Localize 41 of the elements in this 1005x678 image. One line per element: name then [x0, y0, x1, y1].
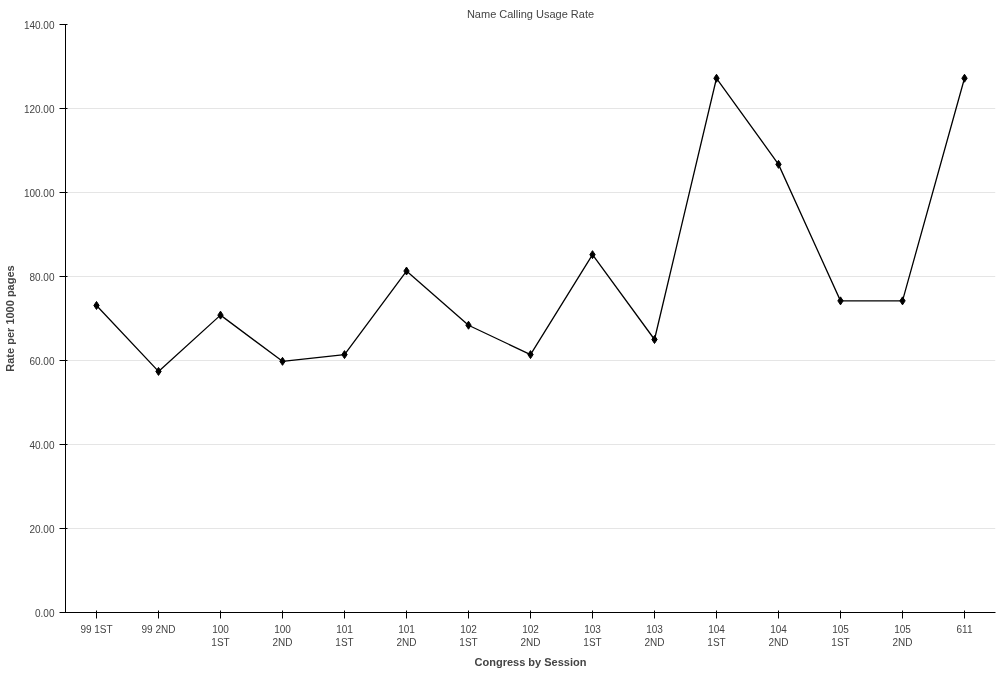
point: [775, 159, 782, 169]
y-tick-label: 40.00: [29, 439, 55, 451]
y-tick-label: 120.00: [23, 103, 55, 115]
x-tick-label: 103 2ND: [644, 623, 665, 648]
x-tick-label: 99 1ST: [80, 623, 113, 635]
y-tick-label: 100.00: [23, 187, 55, 199]
y-tick-label: 60.00: [29, 355, 55, 367]
x-tick-label: 102 1ST: [459, 623, 478, 648]
point: [527, 350, 534, 360]
y-tick-label: 80.00: [29, 271, 55, 283]
x-tick-label: 105 1ST: [831, 623, 850, 648]
y-tick-label: 140.00: [23, 19, 55, 31]
point: [837, 296, 844, 306]
x-tick-label: 100 2ND: [272, 623, 293, 648]
point: [465, 320, 472, 330]
point: [961, 73, 968, 83]
point: [341, 350, 348, 360]
x-tick-label: 104 1ST: [707, 623, 726, 648]
point: [279, 356, 286, 366]
point: [899, 296, 906, 306]
point: [651, 335, 658, 344]
x-tick-label: 101 1ST: [335, 623, 354, 648]
x-tick-label: 101 2ND: [396, 623, 417, 648]
point: [403, 266, 410, 276]
x-tick-label: 104 2ND: [768, 623, 789, 648]
x-tick-label: 103 1ST: [583, 623, 602, 648]
y-tick-label: 20.00: [29, 523, 55, 535]
x-tick-label: 105 2ND: [892, 623, 913, 648]
point: [713, 73, 720, 83]
point: [589, 250, 596, 260]
x-tick-label: 99 2ND: [141, 623, 176, 635]
y-axis-title: Rate per 1000 pages: [3, 265, 16, 372]
x-axis-title: Congress by Session: [474, 655, 587, 668]
x-tick-label: 100 1ST: [211, 623, 230, 648]
point: [93, 300, 100, 310]
chart-title: Name Calling Usage Rate: [466, 7, 595, 20]
y-tick-label: 0.00: [35, 607, 55, 619]
point: [217, 310, 224, 320]
x-tick-label: 102 2ND: [520, 623, 541, 648]
point: [155, 366, 162, 376]
x-tick-label: 611: [956, 623, 973, 635]
